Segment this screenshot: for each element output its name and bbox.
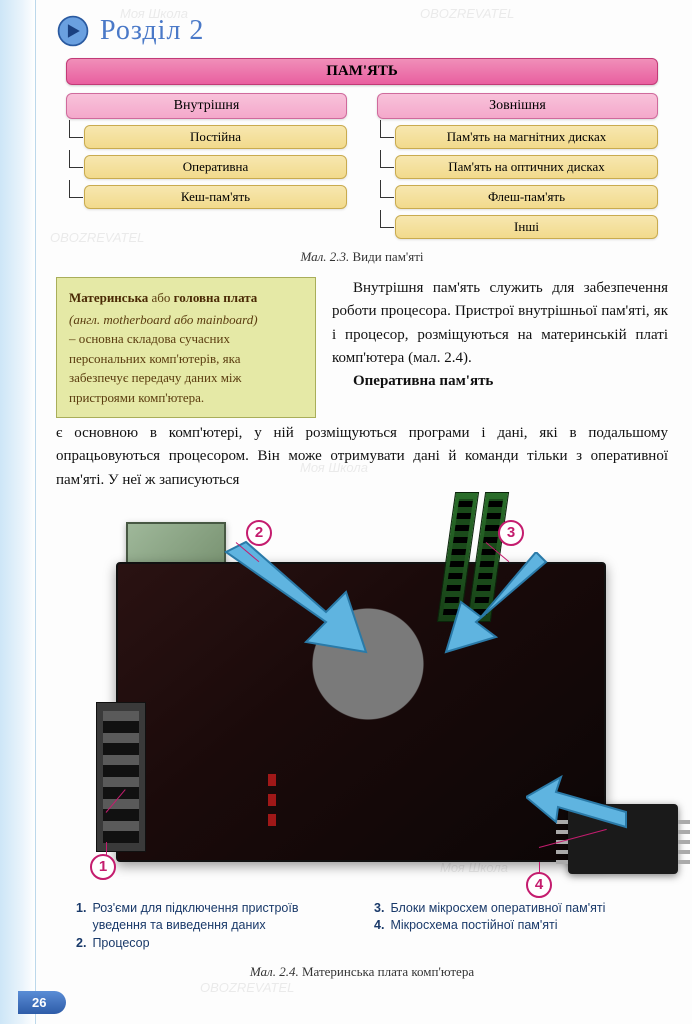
page-left-strip: [0, 0, 36, 1024]
arrow-icon: [206, 532, 386, 672]
diagram-root: ПАМ'ЯТЬ: [66, 58, 658, 85]
figure-legend: 1.Роз'єми для підключення пристроїв увед…: [76, 900, 648, 953]
arrow-circle-icon: [56, 14, 90, 48]
io-ports-graphic: [96, 702, 146, 852]
figure-badge-3: 3: [498, 520, 524, 546]
page-number: 26: [18, 991, 66, 1014]
memory-hierarchy-diagram: ПАМ'ЯТЬ Внутрішня Постійна Оперативна Ке…: [66, 58, 658, 239]
diagram-leaf: Постійна: [84, 125, 347, 149]
section-title: Розділ 2: [100, 15, 204, 47]
motherboard-figure: 1 2 3 4: [56, 502, 668, 892]
figure-caption-2-4: Мал. 2.4. Материнська плата комп'ютера: [56, 964, 668, 980]
diagram-leaf: Пам'ять на оптичних дисках: [395, 155, 658, 179]
diagram-leaf: Оперативна: [84, 155, 347, 179]
diagram-leaf: Інші: [395, 215, 658, 239]
diagram-leaf: Флеш-пам'ять: [395, 185, 658, 209]
arrow-icon: [526, 762, 646, 842]
body-paragraph-2-cont: є основною в комп'ютері, у ній розміщуют…: [56, 422, 668, 492]
figure-badge-2: 2: [246, 520, 272, 546]
definition-callout: Материнська або головна плата (англ. mot…: [56, 277, 316, 418]
arrow-icon: [436, 552, 576, 672]
diagram-mid-external: Зовнішня: [377, 93, 658, 119]
body-paragraph-1: Внутрішня пам'ять служить для забезпечен…: [332, 277, 668, 418]
section-header: Розділ 2: [56, 14, 668, 48]
diagram-col-external: Зовнішня Пам'ять на магнітних дисках Пам…: [377, 93, 658, 239]
diagram-leaf: Пам'ять на магнітних дисках: [395, 125, 658, 149]
diagram-col-internal: Внутрішня Постійна Оперативна Кеш-пам'ят…: [66, 93, 347, 239]
figure-badge-1: 1: [90, 854, 116, 880]
figure-badge-4: 4: [526, 872, 552, 898]
diagram-mid-internal: Внутрішня: [66, 93, 347, 119]
diagram-leaf: Кеш-пам'ять: [84, 185, 347, 209]
figure-caption-2-3: Мал. 2.3. Види пам'яті: [56, 249, 668, 265]
